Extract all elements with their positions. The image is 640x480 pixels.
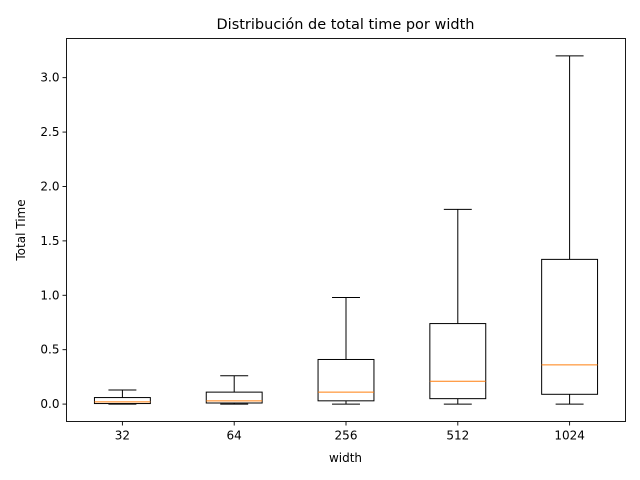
x-axis-label: width [329, 451, 362, 465]
y-tick-label: 0.0 [40, 397, 59, 411]
x-axis: 32 64 256 512 1024 [115, 421, 585, 443]
x-tick-label: 1024 [554, 429, 585, 443]
y-axis-label: Total Time [14, 199, 28, 261]
box [429, 323, 487, 400]
box-group-512 [429, 208, 487, 405]
x-tick-label: 32 [115, 429, 130, 443]
chart-title: Distribución de total time por width [217, 17, 475, 33]
y-tick-label: 2.5 [40, 125, 59, 139]
y-tick-label: 0.5 [40, 343, 59, 357]
x-tick-label: 512 [446, 429, 469, 443]
box [317, 358, 375, 402]
box-group-256 [317, 296, 375, 405]
y-tick-label: 1.0 [40, 288, 59, 302]
y-axis: 0.0 0.5 1.0 1.5 2.0 2.5 3.0 [40, 71, 67, 411]
box [541, 258, 599, 395]
x-tick-label: 256 [335, 429, 358, 443]
box-group-1024 [541, 55, 599, 405]
plot-content [93, 55, 599, 405]
box-group-64 [205, 375, 263, 405]
box [205, 391, 263, 404]
box [93, 397, 151, 405]
box-group-32 [93, 389, 151, 405]
y-tick-label: 2.0 [40, 179, 59, 193]
y-tick-label: 1.5 [40, 234, 59, 248]
x-tick-label: 64 [227, 429, 242, 443]
y-tick-label: 3.0 [40, 71, 59, 85]
